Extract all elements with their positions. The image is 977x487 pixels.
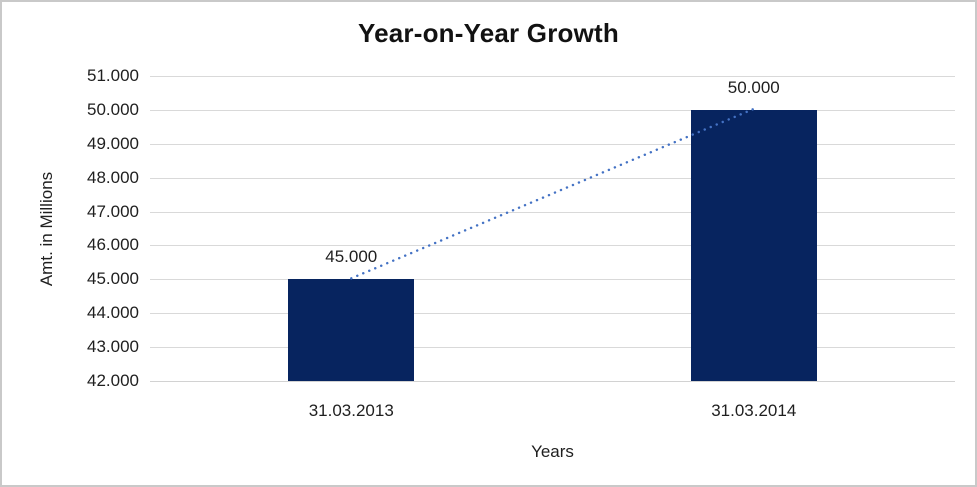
x-axis-title: Years <box>531 442 574 461</box>
bar-data-label: 50.000 <box>727 77 780 97</box>
x-axis-line <box>150 381 955 382</box>
gridline <box>150 211 955 213</box>
bar-31.03.2013 <box>288 279 415 381</box>
y-axis-tick-label: 42.000 <box>87 371 139 390</box>
gridline <box>150 143 955 145</box>
gridline <box>150 109 955 111</box>
gridline <box>150 313 955 315</box>
y-axis-tick-label: 49.000 <box>87 133 139 153</box>
y-axis-tick-label: 47.000 <box>87 201 139 221</box>
trendline <box>350 107 755 280</box>
y-axis-tick-label: 50.000 <box>87 99 139 119</box>
y-axis-tick-label: 45.000 <box>87 269 139 289</box>
y-axis-tick-label: 48.000 <box>87 167 139 187</box>
chart-title: Year-on-Year Growth <box>358 18 619 48</box>
x-axis-tick-label: 31.03.2013 <box>308 401 394 420</box>
y-axis-tick-label: 44.000 <box>87 303 139 323</box>
gridline <box>150 347 955 349</box>
plot-area <box>150 76 955 382</box>
gridline <box>150 76 955 77</box>
gridline <box>150 279 955 281</box>
gridline <box>150 177 955 179</box>
y-axis-tick-label: 51.000 <box>87 66 139 85</box>
gridline <box>150 245 955 247</box>
y-axis-tick-label: 43.000 <box>87 337 139 357</box>
x-axis-tick-label: 31.03.2014 <box>711 401 797 420</box>
bar-data-label: 45.000 <box>325 247 378 267</box>
bar-31.03.2014 <box>690 109 817 381</box>
y-axis-tick-label: 46.000 <box>87 235 139 255</box>
